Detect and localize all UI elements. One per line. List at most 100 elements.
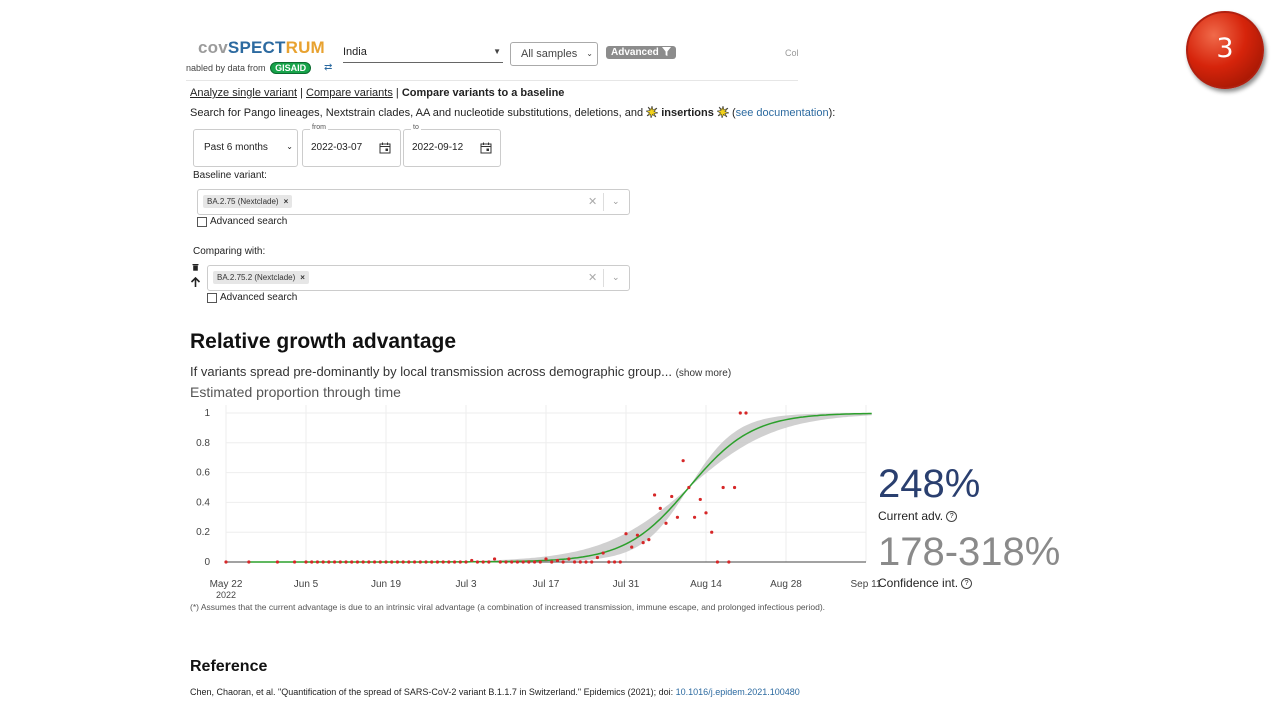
data-point: [687, 485, 691, 490]
nav-compare-baseline[interactable]: Compare variants to a baseline: [401, 87, 565, 99]
data-point: [727, 560, 731, 564]
fitted-curve: [248, 412, 872, 563]
confidence-band: [248, 413, 872, 562]
from-date-field[interactable]: from 2022-03-07: [302, 124, 401, 167]
advanced-filter-button[interactable]: Advanced: [606, 46, 676, 59]
y-tick-label: 0: [204, 557, 210, 568]
data-point: [532, 560, 537, 564]
remove-chip-icon[interactable]: ×: [283, 197, 289, 206]
data-point: [441, 560, 445, 564]
covspectrum-logo[interactable]: covSPECTRUM: [198, 38, 325, 57]
data-point: [275, 560, 280, 564]
data-point: [390, 560, 394, 564]
data-point: [647, 538, 651, 542]
date-range-value: Past 6 months: [204, 142, 268, 153]
y-tick-label: 0.8: [196, 438, 210, 449]
data-point: [704, 511, 708, 515]
clear-icon[interactable]: ✕: [588, 196, 598, 208]
growth-title: Relative growth advantage: [190, 330, 457, 353]
data-point: [630, 545, 634, 549]
data-points: [224, 411, 748, 564]
country-select[interactable]: India ▼: [343, 44, 503, 63]
baseline-variant-select[interactable]: BA.2.75 (Nextclade) × ✕ ⌄: [197, 189, 630, 215]
data-point: [315, 560, 320, 564]
data-point: [361, 560, 365, 564]
data-point: [475, 560, 480, 564]
from-label: from: [310, 124, 328, 131]
data-point: [338, 560, 342, 564]
country-value: India: [343, 46, 367, 58]
x-tick-label: Jul 31: [613, 579, 640, 590]
data-point: [590, 560, 594, 564]
search-hint: Search for Pango lineages, Nextstrain cl…: [190, 106, 836, 119]
reference-title: Reference: [190, 658, 268, 675]
to-label: to: [411, 124, 421, 131]
data-point: [538, 560, 542, 564]
analysis-nav: Analyze single variant | Compare variant…: [190, 87, 565, 99]
help-icon[interactable]: ?: [961, 578, 973, 589]
chevron-down-icon: ⌄: [586, 49, 593, 58]
swap-icon[interactable]: ⇄: [324, 62, 333, 73]
baseline-advanced-checkbox[interactable]: [197, 217, 207, 227]
y-tick-label: 0.2: [196, 527, 210, 538]
chevron-down-icon[interactable]: ⌄: [612, 272, 620, 282]
show-more-link[interactable]: (show more): [675, 368, 732, 379]
samples-value: All samples: [521, 48, 578, 60]
data-point: [304, 560, 308, 564]
trash-icon[interactable]: [192, 263, 199, 271]
arrow-up-icon[interactable]: [190, 277, 201, 288]
clear-icon[interactable]: ✕: [588, 272, 598, 284]
data-point: [464, 560, 468, 564]
baseline-advanced-label: Advanced search: [210, 216, 288, 227]
data-point: [498, 560, 502, 564]
data-point: [310, 560, 314, 564]
data-point: [510, 560, 514, 564]
data-point: [492, 557, 497, 561]
data-point: [664, 521, 668, 525]
nav-single-variant[interactable]: Analyze single variant: [190, 87, 298, 99]
remove-chip-icon[interactable]: ×: [300, 273, 305, 282]
chevron-down-icon[interactable]: ⌄: [612, 196, 620, 206]
date-range-select[interactable]: Past 6 months ⌄: [193, 129, 298, 167]
current-advantage-value: 248%: [878, 462, 981, 506]
data-point: [572, 560, 577, 564]
data-point: [470, 558, 474, 563]
data-point: [721, 485, 725, 490]
data-point: [327, 560, 331, 564]
to-date-field[interactable]: to 2022-09-12: [403, 124, 501, 167]
comparing-advanced-checkbox[interactable]: [207, 293, 217, 303]
nav-compare-variants[interactable]: Compare variants: [306, 87, 393, 99]
calendar-icon[interactable]: [480, 142, 492, 154]
data-point: [692, 515, 697, 519]
current-advantage-label: Current adv.?: [878, 509, 958, 523]
x-tick-label: Aug 14: [690, 579, 722, 590]
calendar-icon[interactable]: [379, 142, 391, 154]
proportion-chart: 0 0.2 0.4 0.6 0.8 1 May 22 Jun 5 Jun 19 Jul 3 Jul…: [196, 405, 880, 600]
data-point: [578, 560, 582, 564]
x-tick-label: Sep 11: [851, 579, 880, 590]
data-point: [344, 560, 348, 564]
data-point: [624, 532, 628, 536]
x-tick-label: Jul 17: [533, 579, 560, 590]
y-tick-labels: 0 0.2 0.4 0.6 0.8 1: [196, 408, 210, 568]
gisaid-logo[interactable]: GISAID: [270, 62, 312, 74]
data-point: [521, 560, 525, 564]
data-point: [435, 560, 440, 564]
data-point: [641, 541, 645, 545]
doi-link[interactable]: 10.1016/j.epidem.2021.100480: [675, 687, 800, 697]
separator: [603, 193, 604, 211]
data-point: [567, 557, 571, 561]
comparing-variant-select[interactable]: BA.2.75.2 (Nextclade) × ✕ ⌄: [207, 265, 630, 291]
data-point: [601, 551, 605, 555]
confidence-interval-value: 178-318%: [878, 530, 1061, 574]
data-point: [738, 411, 742, 415]
data-point: [584, 560, 588, 564]
samples-select[interactable]: All samples ⌄: [510, 42, 598, 66]
comparing-chip: BA.2.75.2 (Nextclade) ×: [213, 271, 309, 284]
documentation-link[interactable]: see documentation: [735, 107, 829, 119]
step-number-badge: 3: [1186, 11, 1264, 89]
data-point: [367, 560, 371, 564]
data-point: [652, 493, 657, 497]
help-icon[interactable]: ?: [946, 511, 958, 522]
data-point: [418, 560, 422, 564]
